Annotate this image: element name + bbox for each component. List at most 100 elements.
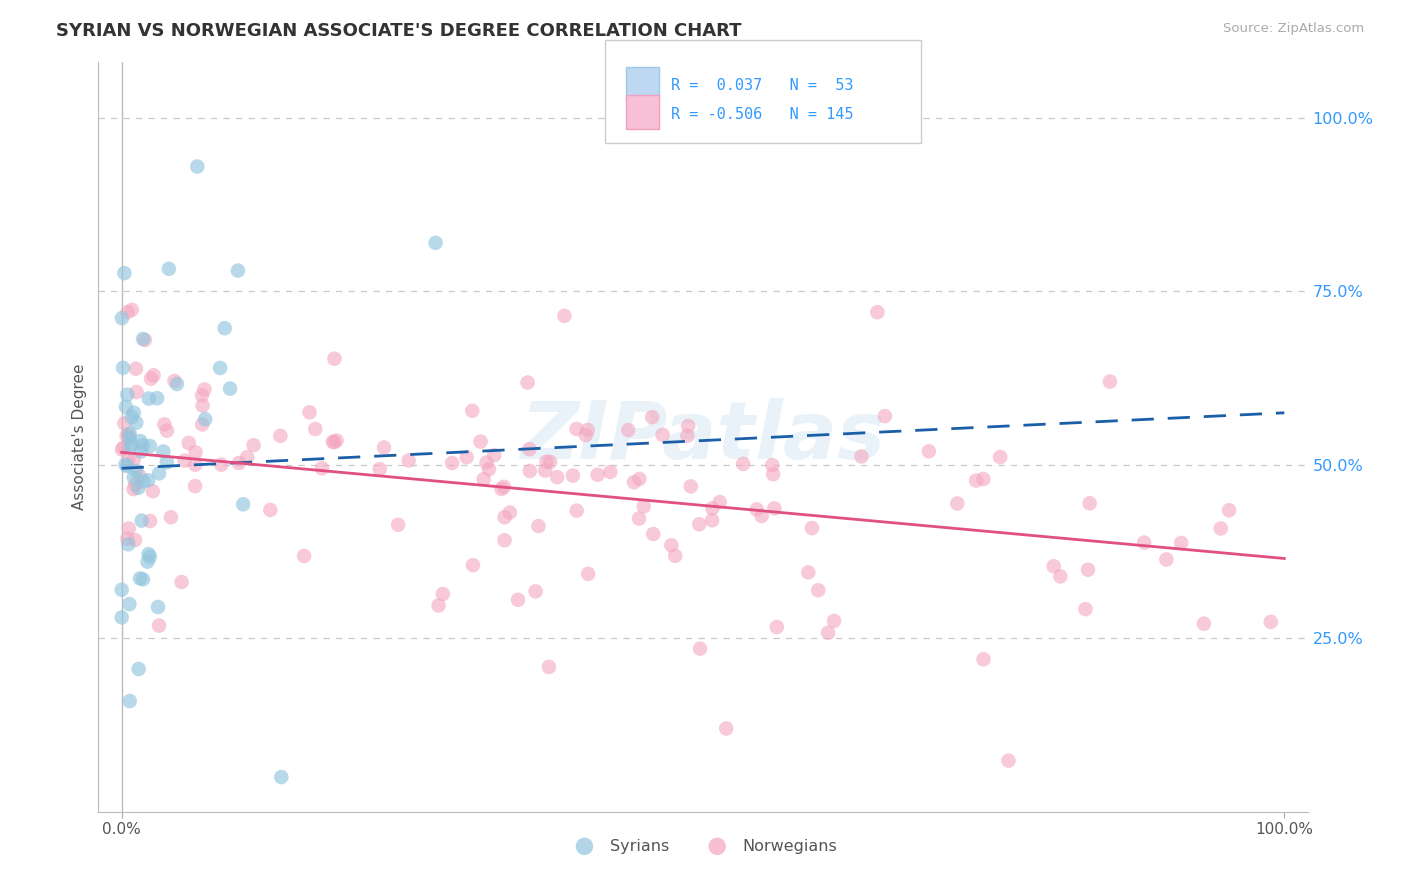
Point (209, 360, 232, 375)
Point (118, 521, 141, 535)
Point (1170, 536, 1192, 550)
Point (575, 428, 598, 442)
Point (866, 305, 889, 319)
Point (298, 405, 321, 419)
Point (516, 376, 538, 390)
Point (292, 549, 315, 563)
Point (148, 467, 170, 481)
Point (478, 462, 501, 476)
Point (191, 399, 214, 413)
Point (124, 533, 146, 547)
Point (177, 436, 200, 450)
Point (112, 441, 135, 455)
Point (311, 461, 333, 475)
Point (1077, 563, 1099, 577)
Point (153, 417, 176, 432)
Point (148, 618, 170, 632)
Point (1209, 521, 1232, 535)
Point (122, 406, 145, 420)
Point (160, 510, 183, 524)
Point (586, 467, 609, 482)
Point (142, 484, 165, 499)
Point (689, 641, 711, 656)
Point (194, 412, 217, 426)
Point (186, 160, 208, 174)
Point (702, 501, 724, 516)
Point (112, 266, 135, 280)
Point (427, 599, 450, 613)
Point (191, 417, 214, 432)
Point (173, 453, 195, 467)
Point (851, 450, 873, 464)
Point (751, 508, 773, 523)
Point (115, 459, 138, 474)
Point (132, 332, 155, 346)
Point (494, 533, 516, 548)
Point (269, 429, 291, 443)
Point (1049, 569, 1071, 583)
Text: R = -0.506   N = 145: R = -0.506 N = 145 (671, 107, 853, 121)
Point (184, 458, 207, 472)
Point (191, 388, 214, 402)
Point (765, 620, 787, 634)
Point (115, 428, 138, 442)
Point (166, 376, 188, 391)
Point (270, 770, 292, 784)
Point (156, 424, 179, 438)
Point (259, 503, 281, 517)
Point (128, 469, 150, 483)
Point (499, 506, 522, 520)
Point (762, 467, 785, 482)
Point (470, 434, 492, 449)
Point (125, 385, 148, 400)
Point (432, 587, 454, 601)
Point (132, 572, 155, 586)
Point (127, 481, 149, 495)
Point (138, 547, 160, 561)
Point (679, 479, 702, 493)
Point (643, 527, 665, 541)
Point (125, 416, 148, 430)
Point (117, 532, 139, 546)
Point (118, 694, 141, 708)
Point (121, 409, 143, 424)
Point (129, 434, 152, 449)
Point (546, 470, 568, 484)
Point (111, 442, 134, 457)
Point (112, 360, 135, 375)
Point (918, 444, 941, 458)
Point (132, 438, 155, 452)
Point (536, 455, 558, 469)
Point (111, 582, 134, 597)
Point (676, 429, 699, 443)
Point (117, 428, 139, 442)
Point (873, 409, 896, 423)
Point (387, 517, 409, 532)
Point (988, 450, 1011, 464)
Point (122, 482, 145, 496)
Point (972, 472, 994, 486)
Point (322, 434, 344, 449)
Point (118, 431, 141, 445)
Point (170, 575, 193, 590)
Point (565, 422, 588, 436)
Point (152, 444, 174, 458)
Point (651, 427, 673, 442)
Point (242, 438, 264, 452)
Point (1260, 615, 1282, 629)
Point (117, 453, 139, 467)
Point (659, 538, 682, 552)
Legend: Syrians, Norwegians: Syrians, Norwegians (562, 832, 844, 860)
Point (1133, 535, 1156, 549)
Point (1218, 503, 1240, 517)
Point (700, 513, 723, 527)
Point (494, 510, 516, 524)
Point (576, 566, 599, 581)
Point (122, 470, 145, 484)
Point (184, 445, 207, 459)
Point (492, 480, 515, 494)
Point (475, 455, 498, 469)
Y-axis label: Associate's Degree: Associate's Degree (72, 364, 87, 510)
Point (156, 455, 179, 469)
Point (491, 482, 513, 496)
